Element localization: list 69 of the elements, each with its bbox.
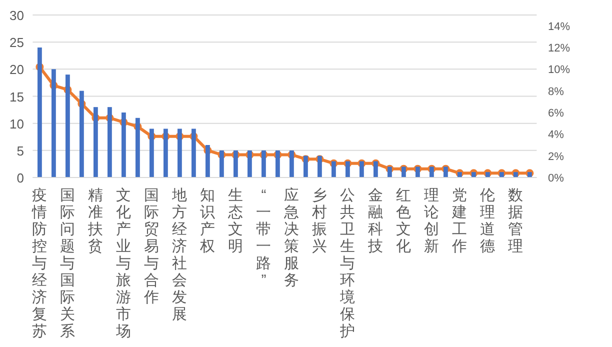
bar	[234, 150, 238, 178]
x-tick-label: 地方经济社会发展	[171, 187, 188, 323]
bar	[472, 172, 476, 178]
bar	[402, 166, 406, 178]
y2-tick-label: 8%	[548, 86, 564, 98]
bar	[430, 166, 434, 178]
y2-tick-label: 10%	[548, 64, 570, 76]
bar	[486, 172, 490, 178]
bar	[360, 161, 364, 178]
x-tick-label: 生态文明	[227, 187, 244, 255]
bar	[318, 156, 322, 178]
x-tick-label: 精准扶贫	[87, 187, 104, 255]
bar	[528, 172, 532, 178]
bar	[388, 166, 392, 178]
y2-tick-label: 6%	[548, 108, 564, 120]
bar	[248, 150, 252, 178]
x-tick-label: 伦理道德	[480, 187, 496, 255]
bar	[276, 150, 280, 178]
x-tick-label: 理论创新	[424, 187, 440, 255]
y2-tick-label: 0%	[548, 172, 564, 184]
x-tick-label: 应急决策服务	[283, 187, 300, 289]
x-tick-label: 红色文化	[396, 187, 412, 255]
y-tick-label: 20	[10, 62, 24, 78]
y-tick-label: 25	[10, 35, 24, 50]
x-tick-label: “一带一路”	[256, 187, 272, 289]
bar	[94, 107, 98, 178]
x-tick-label: 金融科技	[367, 187, 384, 255]
bar	[80, 90, 84, 178]
bar	[178, 128, 182, 178]
bar	[332, 161, 336, 178]
bar	[164, 128, 168, 178]
bar	[500, 172, 504, 178]
bar	[262, 150, 266, 178]
category-label: 文化产业与旅游市场	[116, 187, 132, 340]
bar	[304, 156, 308, 178]
y-tick-label: 0	[16, 170, 24, 186]
y-tick-label: 15	[10, 89, 24, 104]
bar	[192, 128, 196, 178]
bar	[136, 118, 140, 178]
x-tick-label: 国际贸易与合作	[143, 187, 160, 306]
category-label: 公共卫生与环境保护	[340, 187, 356, 340]
bar	[38, 48, 42, 178]
x-tick-label: 党建工作	[451, 187, 468, 255]
bar	[290, 150, 294, 178]
y2-tick-label: 14%	[548, 20, 570, 33]
bar	[122, 112, 126, 178]
bar	[220, 150, 224, 178]
bar	[66, 74, 70, 178]
bar	[52, 69, 56, 178]
y-tick-label: 30	[10, 8, 24, 23]
bar	[374, 161, 378, 178]
bar	[346, 161, 350, 178]
bar	[458, 172, 462, 178]
y-tick-label: 10	[10, 116, 24, 132]
y-tick-label: 5	[16, 143, 24, 158]
category-label: 疫情防控与经济复苏	[32, 187, 48, 340]
y2-tick-label: 2%	[548, 150, 564, 163]
category-label: 国际问题与国际关系	[60, 187, 76, 340]
bar	[444, 166, 448, 178]
y2-tick-label: 12%	[548, 42, 570, 54]
x-tick-label: 乡村振兴	[311, 187, 328, 255]
bar	[416, 166, 420, 178]
x-tick-label: 知识产权	[199, 187, 216, 255]
bar	[108, 107, 112, 178]
y2-tick-label: 4%	[548, 129, 564, 142]
bar	[514, 172, 518, 178]
bar	[150, 128, 154, 178]
x-tick-label: 数据管理	[508, 187, 524, 255]
bar	[206, 145, 210, 178]
